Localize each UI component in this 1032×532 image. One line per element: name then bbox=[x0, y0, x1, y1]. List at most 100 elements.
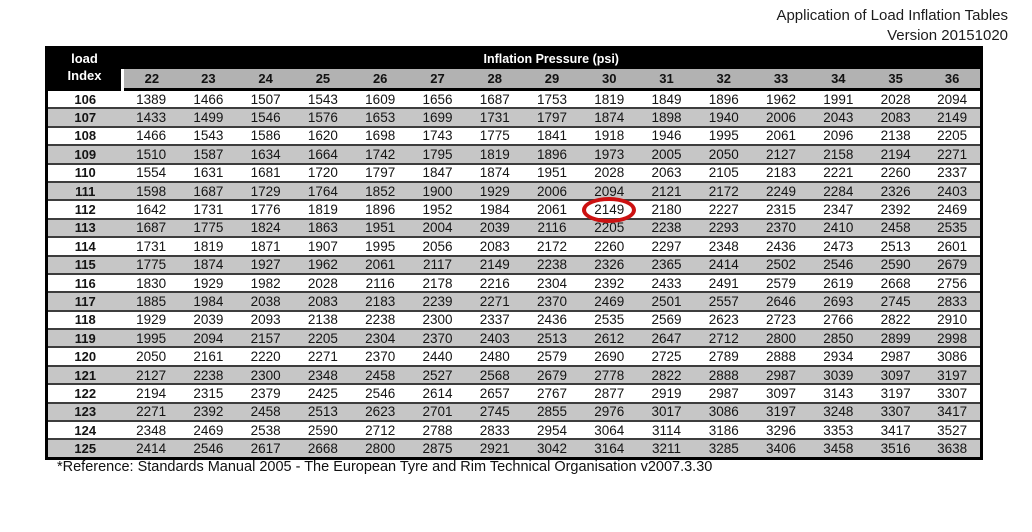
pressure-value-cell: 2976 bbox=[594, 404, 625, 420]
pressure-value-cell: 1929 bbox=[193, 275, 224, 291]
pressure-value-cell: 2083 bbox=[880, 110, 911, 126]
table-row: 107 1433 1499 1546 1576 1653 1699 1731 1797 1874 1… bbox=[46, 108, 982, 127]
pressure-value-cell: 2183 bbox=[365, 293, 396, 309]
pressure-value-cell: 2800 bbox=[766, 330, 797, 346]
pressure-value-cell: 1951 bbox=[536, 165, 568, 181]
pressure-value-cell: 2469 bbox=[937, 202, 968, 218]
pressure-value-cell: 2568 bbox=[479, 367, 510, 383]
pressure-value-cell: 2850 bbox=[823, 330, 854, 346]
pressure-value-cell: 2833 bbox=[937, 293, 968, 309]
table-row: 115 1775 1874 1927 1962 2061 2117 2149 2238 2326 2… bbox=[46, 255, 982, 274]
pressure-value-cell: 2392 bbox=[594, 275, 625, 291]
pressure-value-cell: 1687 bbox=[479, 91, 510, 107]
pressure-value-cell: 2392 bbox=[880, 202, 911, 218]
load-index-cell: 119 bbox=[74, 330, 96, 346]
pressure-value-cell: 1653 bbox=[365, 110, 396, 126]
pressure-value-cell: 2370 bbox=[422, 330, 453, 346]
pressure-value-cell: 2998 bbox=[937, 330, 968, 346]
pressure-value-cell: 2921 bbox=[479, 441, 510, 457]
table-row: 125 2414 2546 2617 2668 2800 2875 2921 3042 3164 3… bbox=[46, 439, 982, 459]
pressure-value-cell: 2491 bbox=[708, 275, 739, 291]
pressure-value-cell: 1984 bbox=[479, 202, 510, 218]
table-body: 106 1389 1466 1507 1543 1609 1656 1687 1753 1819 1… bbox=[46, 89, 982, 459]
pressure-value-cell: 1885 bbox=[136, 293, 167, 309]
pressure-value-cell: 1681 bbox=[250, 165, 281, 181]
pressure-value-cell: 1929 bbox=[479, 183, 510, 199]
pressure-value-cell: 2513 bbox=[307, 404, 338, 420]
pressure-value-cell: 2679 bbox=[937, 257, 968, 273]
pressure-value-cell: 3197 bbox=[766, 404, 797, 420]
pressure-value-cell: 2433 bbox=[651, 275, 682, 291]
pressure-value-cell: 2579 bbox=[536, 349, 568, 365]
pressure-value-cell: 2238 bbox=[651, 220, 682, 236]
pressure-value-cell: 2617 bbox=[250, 441, 281, 457]
pressure-value-cell: 1797 bbox=[536, 110, 568, 126]
pressure-value-cell: 2194 bbox=[880, 146, 911, 162]
pressure-value-cell: 2178 bbox=[422, 275, 453, 291]
pressure-value-cell: 2789 bbox=[708, 349, 739, 365]
pressure-value-cell: 1664 bbox=[307, 146, 338, 162]
pressure-value-cell: 2172 bbox=[708, 183, 739, 199]
pressure-value-cell: 2061 bbox=[365, 257, 396, 273]
pressure-value-cell: 2083 bbox=[479, 238, 510, 254]
pressure-value-cell: 3086 bbox=[937, 349, 968, 365]
load-index-cell: 116 bbox=[74, 275, 96, 291]
pressure-value-cell: 2546 bbox=[823, 257, 854, 273]
pressure-value-cell: 2725 bbox=[651, 349, 682, 365]
pressure-value-cell: 2239 bbox=[422, 293, 453, 309]
load-index-cell: 111 bbox=[75, 183, 96, 199]
pressure-columns-row: 22 23 24 25 26 27 28 29 30 31 32 33 34 35 36 bbox=[47, 69, 982, 90]
pressure-value-cell: 1543 bbox=[193, 128, 224, 144]
pressure-value-cell: 2527 bbox=[422, 367, 453, 383]
pressure-value-cell: 2043 bbox=[823, 110, 854, 126]
pressure-value-cell: 2038 bbox=[250, 293, 281, 309]
pressure-value-cell: 2745 bbox=[479, 404, 510, 420]
pressure-value-cell: 2149 bbox=[937, 110, 968, 126]
pressure-value-cell: 2899 bbox=[880, 330, 911, 346]
pressure-value-cell: 2056 bbox=[422, 238, 453, 254]
pressure-value-cell: 3097 bbox=[880, 367, 911, 383]
pressure-value-cell: 1991 bbox=[823, 91, 854, 107]
pressure-column-header: 23 bbox=[179, 69, 238, 90]
table-row: 112 1642 1731 1776 1819 1896 1952 1984 2061 2149 2… bbox=[46, 197, 982, 224]
pressure-value-cell: 1927 bbox=[250, 257, 281, 273]
pressure-value-cell: 1546 bbox=[250, 110, 281, 126]
table-row: 114 1731 1819 1871 1907 1995 2056 2083 2172 2260 2… bbox=[46, 237, 982, 256]
pressure-value-cell: 1841 bbox=[536, 128, 568, 144]
pressure-value-cell: 1849 bbox=[651, 91, 682, 107]
pressure-value-cell: 2679 bbox=[536, 367, 568, 383]
load-inflation-table-container: load Index Inflation Pressure (psi) 22 23… bbox=[45, 46, 983, 460]
pressure-column-header: 35 bbox=[866, 69, 925, 90]
pressure-value-cell: 1776 bbox=[250, 202, 281, 218]
pressure-value-cell: 2569 bbox=[651, 312, 682, 328]
pressure-value-cell: 2370 bbox=[365, 349, 396, 365]
pressure-value-cell: 1984 bbox=[193, 293, 224, 309]
pressure-value-cell: 2766 bbox=[823, 312, 854, 328]
pressure-value-cell: 1699 bbox=[422, 110, 453, 126]
table-row: 113 1687 1775 1824 1863 1951 2004 2039 2116 2205 2… bbox=[46, 218, 982, 238]
pressure-value-cell: 2535 bbox=[594, 312, 625, 328]
pressure-value-cell: 1743 bbox=[422, 128, 453, 144]
pressure-value-cell: 2767 bbox=[536, 385, 568, 401]
pressure-value-cell: 3417 bbox=[880, 422, 911, 438]
pressure-value-cell: 2513 bbox=[536, 330, 568, 346]
pressure-value-cell: 2410 bbox=[823, 220, 854, 236]
pressure-value-cell: 2183 bbox=[766, 165, 797, 181]
pressure-value-cell: 2220 bbox=[250, 349, 281, 365]
pressure-column-header: 33 bbox=[752, 69, 810, 90]
pressure-value-cell: 2579 bbox=[766, 275, 797, 291]
pressure-value-cell: 2227 bbox=[708, 202, 739, 218]
pressure-value-cell: 2668 bbox=[880, 275, 911, 291]
pressure-value-cell: 2833 bbox=[479, 422, 510, 438]
pressure-value-cell: 1973 bbox=[594, 146, 625, 162]
pressure-value-cell: 1940 bbox=[708, 110, 739, 126]
pressure-value-cell: 2300 bbox=[422, 312, 453, 328]
table-row: 109 1510 1587 1634 1664 1742 1795 1819 1896 1973 2… bbox=[46, 145, 982, 164]
pressure-value-cell: 2987 bbox=[708, 385, 739, 401]
table-row: 122 2194 2315 2379 2425 2546 2614 2657 2767 2877 2… bbox=[46, 384, 982, 403]
pressure-value-cell: 1656 bbox=[422, 91, 453, 107]
pressure-value-cell: 1731 bbox=[136, 238, 167, 254]
table-row: 119 1995 2094 2157 2205 2304 2370 2403 2513 2612 2… bbox=[46, 329, 982, 348]
pressure-value-cell: 2436 bbox=[766, 238, 797, 254]
pressure-value-cell: 2601 bbox=[937, 238, 968, 254]
